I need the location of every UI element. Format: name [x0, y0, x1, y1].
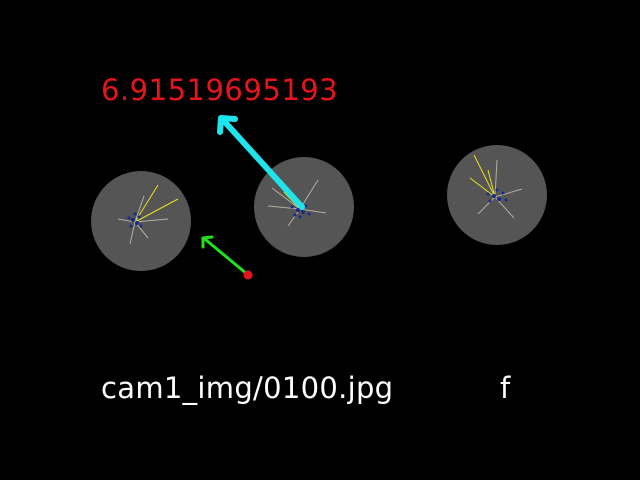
primary-arrow-head-icon — [217, 115, 238, 135]
feature-vector — [477, 196, 496, 215]
ball-1-feature-vectors — [117, 184, 179, 245]
tracked-ball-3 — [447, 145, 547, 245]
secondary-motion-vector — [201, 235, 253, 280]
feature-vector — [487, 169, 496, 198]
primary-motion-vector — [217, 115, 305, 210]
feature-vector — [134, 198, 179, 223]
feature-vector — [299, 208, 327, 214]
feature-point — [497, 197, 501, 201]
feature-vector — [494, 159, 498, 198]
feature-point — [296, 208, 300, 212]
tracking-score-label: 6.91519695193 — [101, 73, 339, 107]
origin-marker-icon — [243, 270, 253, 280]
feature-point — [135, 221, 139, 225]
feature-point — [133, 212, 137, 216]
feature-point — [137, 215, 141, 219]
feature-point — [131, 218, 135, 222]
secondary-arrow-shaft — [204, 238, 249, 276]
feature-point — [486, 192, 490, 196]
image-filename-label: cam1_img/0100.jpg — [101, 371, 394, 405]
feature-vector — [134, 218, 169, 223]
feature-vector — [469, 177, 496, 198]
feature-point — [129, 224, 133, 228]
feature-vector — [267, 205, 301, 210]
feature-point — [139, 224, 143, 228]
feature-point — [488, 199, 492, 203]
feature-point — [501, 191, 505, 195]
primary-arrow-shaft — [221, 118, 305, 210]
feature-point — [293, 213, 297, 217]
feature-vector — [473, 154, 496, 198]
feature-point — [298, 215, 302, 219]
feature-point — [495, 188, 499, 192]
feature-point — [127, 216, 131, 220]
ball-blob-icon — [447, 145, 547, 245]
feature-point — [492, 194, 496, 198]
feature-vector — [271, 187, 301, 210]
feature-point — [307, 212, 311, 216]
feature-point — [304, 204, 308, 208]
feature-vector — [134, 195, 145, 223]
feature-point — [504, 198, 508, 202]
tracked-ball-1 — [91, 171, 191, 271]
ball-2-feature-points — [290, 204, 311, 219]
feature-point — [301, 210, 305, 214]
feature-point — [290, 205, 294, 209]
feature-vector — [494, 188, 523, 198]
secondary-arrow-head-icon — [201, 235, 214, 249]
feature-vector — [129, 221, 136, 245]
ball-1-feature-points — [127, 212, 143, 228]
frame-flag-label: f — [500, 371, 511, 405]
ball-3-feature-points — [486, 188, 508, 203]
